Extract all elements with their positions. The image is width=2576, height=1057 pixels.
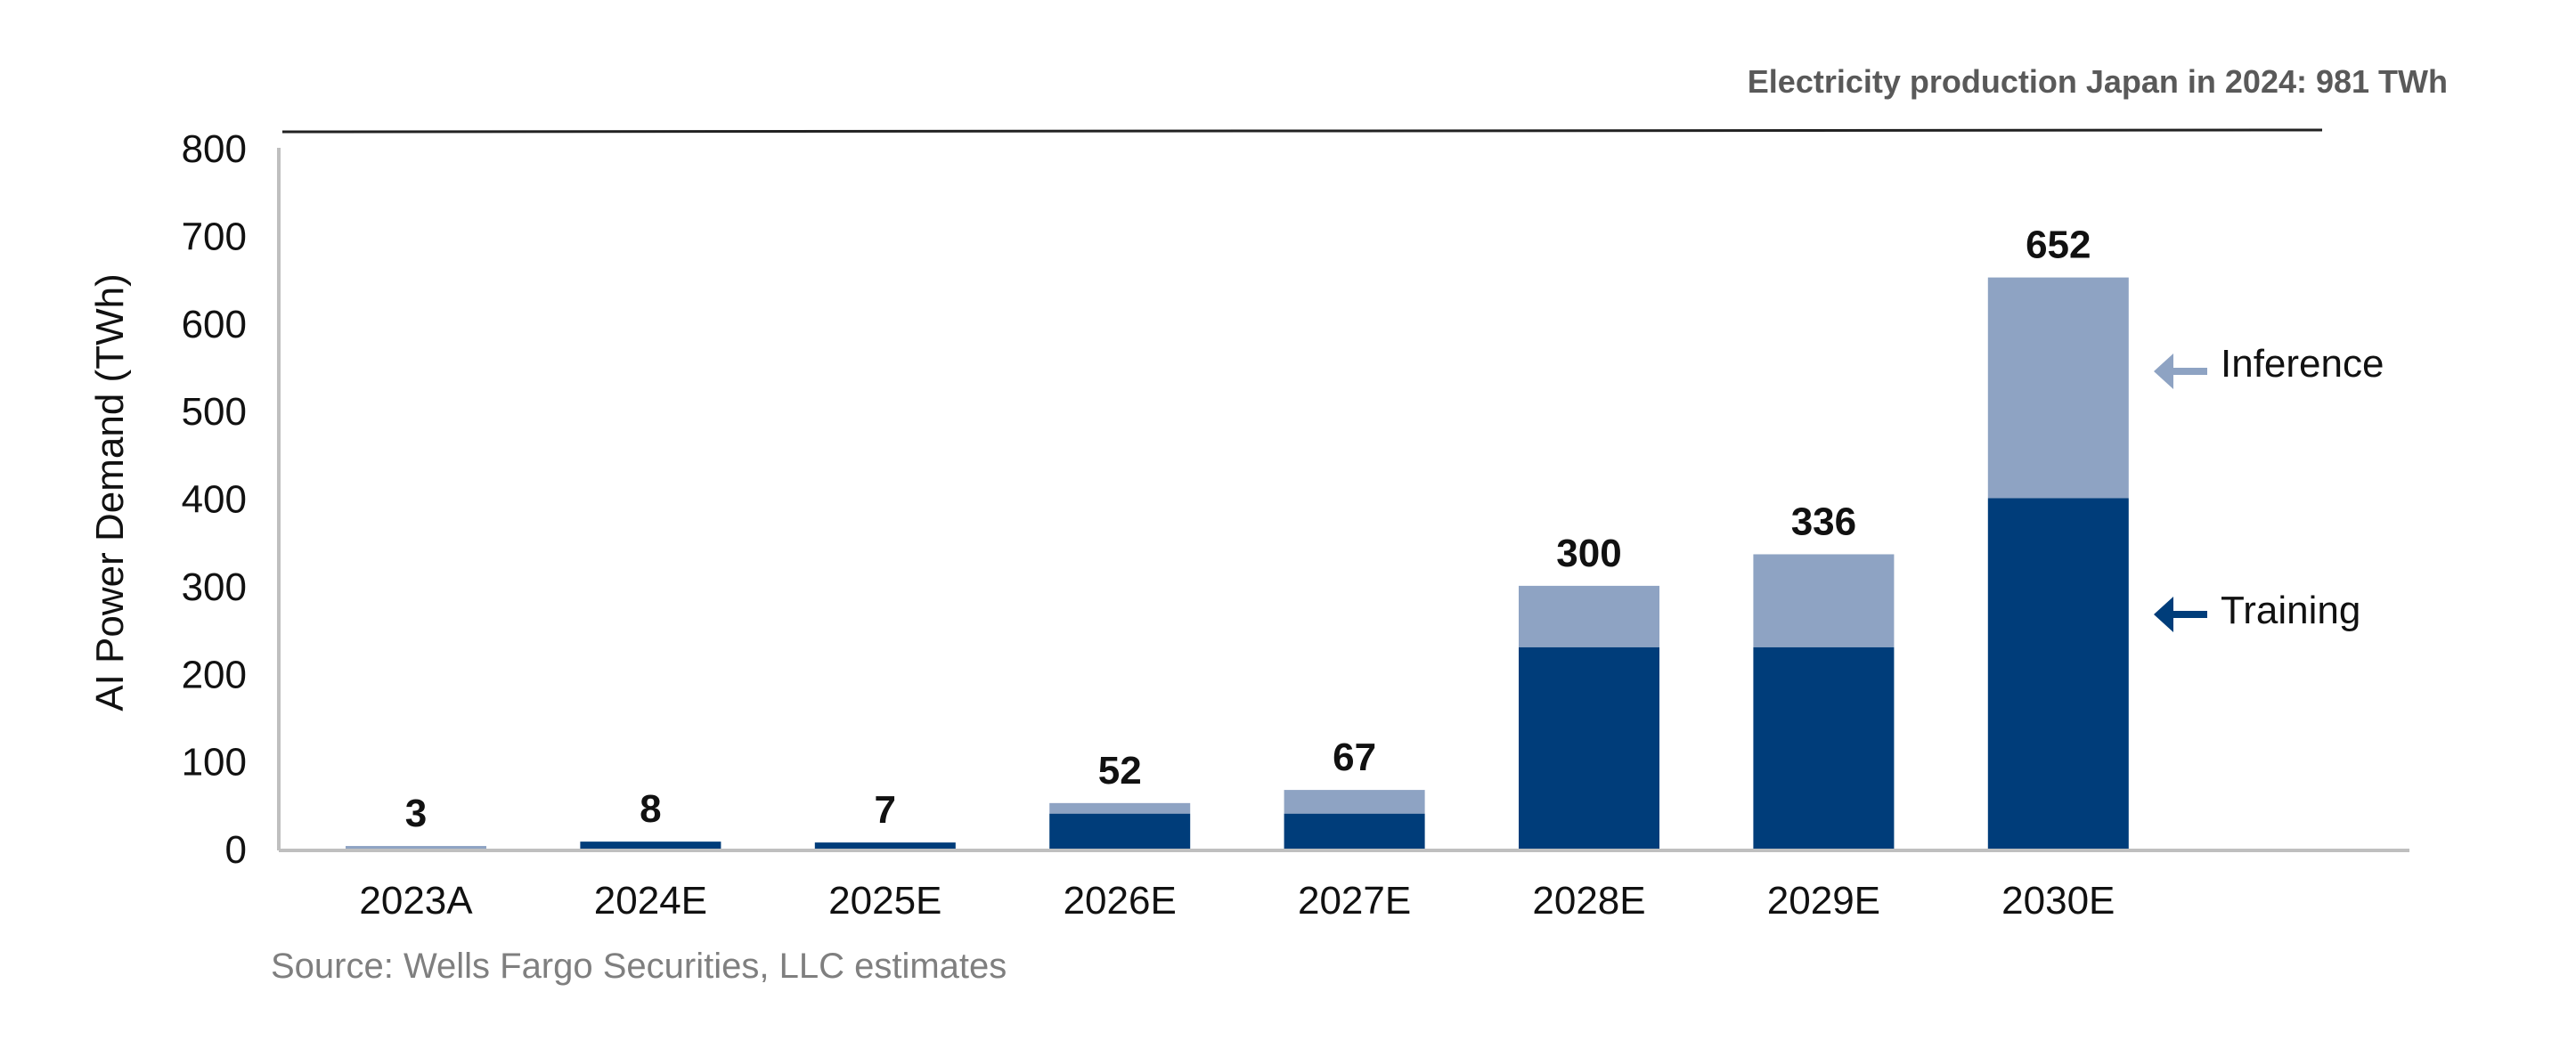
legend-training: Training bbox=[2221, 589, 2360, 632]
bar-training-2029E bbox=[1753, 646, 1895, 849]
training-arrow-shaft bbox=[2172, 611, 2207, 618]
total-label-2023A: 3 bbox=[405, 792, 427, 835]
bar-training-2028E bbox=[1519, 646, 1659, 849]
x-tick-label: 2027E bbox=[1298, 879, 1411, 923]
bar-inference-2026E bbox=[1049, 802, 1191, 814]
total-label-2028E: 300 bbox=[1556, 532, 1621, 575]
total-label-2030E: 652 bbox=[2026, 224, 2091, 267]
total-label-2029E: 336 bbox=[1791, 500, 1856, 543]
x-tick-label: 2028E bbox=[1532, 879, 1645, 923]
bar-inference-2029E bbox=[1753, 554, 1895, 647]
bar-training-2026E bbox=[1049, 813, 1191, 849]
y-axis-title: AI Power Demand (TWh) bbox=[88, 273, 132, 711]
inference-arrow-icon bbox=[2154, 354, 2173, 389]
total-label-2027E: 67 bbox=[1333, 736, 1376, 779]
legend: Inference Training bbox=[2154, 342, 2384, 632]
total-label-2024E: 8 bbox=[640, 787, 661, 831]
source-note: Source: Wells Fargo Securities, LLC esti… bbox=[271, 947, 1007, 986]
bar-training-2024E bbox=[580, 842, 721, 849]
y-tick-label: 800 bbox=[182, 127, 247, 171]
legend-inference: Inference bbox=[2221, 342, 2384, 386]
total-label-2025E: 7 bbox=[875, 788, 896, 832]
x-tick-label: 2024E bbox=[594, 879, 707, 923]
y-tick-label: 100 bbox=[182, 741, 247, 785]
bar-inference-2028E bbox=[1519, 585, 1659, 647]
training-arrow-icon bbox=[2154, 597, 2173, 632]
x-tick-label: 2029E bbox=[1767, 879, 1880, 923]
y-tick-label: 0 bbox=[225, 828, 247, 872]
y-tick-label: 400 bbox=[182, 478, 247, 522]
bar-training-2025E bbox=[814, 842, 956, 849]
x-tick-label: 2026E bbox=[1064, 879, 1177, 923]
bar-training-2027E bbox=[1284, 813, 1425, 849]
total-label-2026E: 52 bbox=[1098, 749, 1142, 793]
bar-inference-2030E bbox=[1987, 277, 2129, 499]
y-tick-label: 700 bbox=[182, 215, 247, 258]
y-tick-label: 600 bbox=[182, 303, 247, 346]
y-tick-label: 300 bbox=[182, 565, 247, 609]
x-tick-label: 2025E bbox=[828, 879, 942, 923]
reference-line bbox=[281, 128, 2323, 134]
y-tick-label: 200 bbox=[182, 653, 247, 696]
bar-training-2030E bbox=[1987, 498, 2129, 849]
y-tick-label: 500 bbox=[182, 390, 247, 434]
chart-title: Electricity production Japan in 2024: 98… bbox=[1748, 63, 2448, 100]
bar-inference-2027E bbox=[1284, 790, 1425, 814]
x-tick-label: 2023A bbox=[359, 879, 473, 923]
bar-inference-2023A bbox=[346, 846, 486, 849]
inference-arrow-shaft bbox=[2172, 368, 2207, 375]
x-tick-label: 2030E bbox=[2001, 879, 2115, 923]
